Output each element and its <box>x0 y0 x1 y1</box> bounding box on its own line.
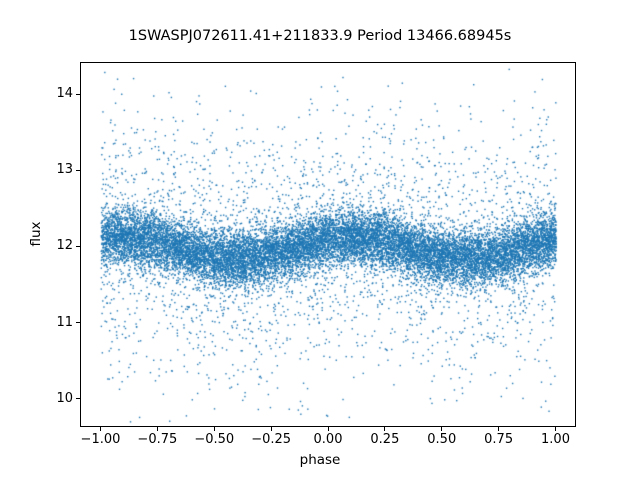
chart-title: 1SWASPJ072611.41+211833.9 Period 13466.6… <box>128 28 512 44</box>
y-tick-mark <box>76 93 80 95</box>
y-tick-label: 10 <box>56 390 73 406</box>
scatter-plot-canvas <box>81 63 575 426</box>
x-tick-mark <box>555 427 557 431</box>
y-tick-mark <box>76 245 80 247</box>
plot-axes-frame <box>80 62 576 427</box>
x-tick-label: 0.00 <box>313 432 343 447</box>
x-tick-mark <box>156 427 158 431</box>
x-tick-label: 0.25 <box>370 432 400 447</box>
x-tick-label: 0.75 <box>484 432 514 447</box>
x-tick-label: −0.75 <box>137 432 178 447</box>
x-tick-mark <box>498 427 500 431</box>
x-tick-mark <box>213 427 215 431</box>
y-tick-label: 12 <box>56 238 73 254</box>
x-tick-mark <box>99 427 101 431</box>
y-tick-label: 11 <box>56 314 73 330</box>
x-axis-label: phase <box>299 452 341 468</box>
y-tick-label: 14 <box>56 86 73 101</box>
x-tick-mark <box>384 427 386 431</box>
x-tick-mark <box>327 427 329 431</box>
x-tick-label: 0.50 <box>427 432 457 447</box>
y-tick-mark <box>76 169 80 171</box>
x-tick-label: −0.25 <box>251 432 292 447</box>
x-tick-label: 1.00 <box>541 432 570 447</box>
y-axis-label: flux <box>28 221 44 247</box>
x-tick-label: −0.50 <box>194 432 235 447</box>
y-tick-label: 13 <box>56 162 73 178</box>
y-tick-mark <box>76 398 80 400</box>
x-tick-mark <box>270 427 272 431</box>
x-tick-label: −1.00 <box>80 432 121 447</box>
y-tick-mark <box>76 322 80 324</box>
x-tick-mark <box>441 427 443 431</box>
